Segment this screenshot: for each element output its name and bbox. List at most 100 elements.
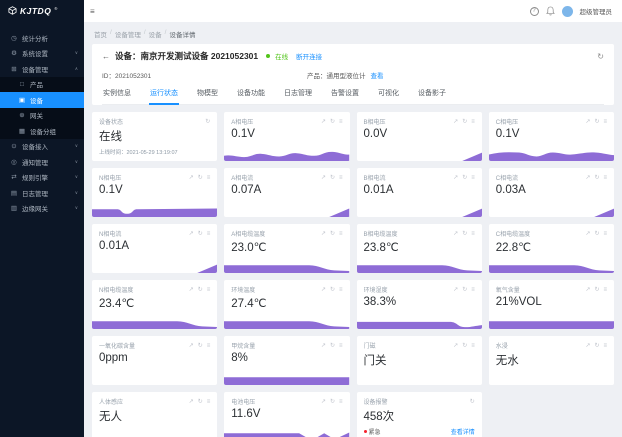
disconnect-link[interactable]: 断开连接 [296, 54, 323, 61]
line-chart-icon[interactable]: ↗ [453, 286, 459, 293]
tab-设备影子[interactable]: 设备影子 [418, 90, 446, 97]
avatar[interactable] [561, 5, 573, 17]
refresh-icon[interactable]: ↻ [462, 286, 468, 293]
more-icon[interactable]: ≡ [206, 286, 211, 293]
refresh-icon[interactable]: ↻ [594, 174, 600, 181]
refresh-icon[interactable]: ↻ [594, 286, 600, 293]
metric-card-device-alarm: 设备报警 ↻ 458次 紧急 查看详情 [356, 392, 482, 437]
breadcrumb-item[interactable]: 设备详情 [169, 32, 196, 39]
more-icon[interactable]: ≡ [603, 342, 607, 349]
refresh-icon[interactable]: ↻ [197, 342, 203, 349]
more-icon[interactable]: ≡ [471, 342, 475, 349]
sidebar-item-stats[interactable]: ◷ 统计分析 [0, 30, 84, 46]
line-chart-icon[interactable]: ↗ [585, 286, 591, 293]
tab-可视化[interactable]: 可视化 [378, 90, 399, 97]
tab-实例信息[interactable]: 实例信息 [103, 90, 131, 97]
more-icon[interactable]: ≡ [206, 342, 211, 349]
sidebar-item-device-access[interactable]: ⊙ 设备接入 ∨ [0, 139, 84, 155]
line-chart-icon[interactable]: ↗ [320, 286, 326, 293]
line-chart-icon[interactable]: ↗ [188, 342, 194, 349]
refresh-icon[interactable]: ↻ [329, 286, 335, 293]
line-chart-icon[interactable]: ↗ [188, 174, 194, 181]
help-icon[interactable]: ? [529, 6, 539, 16]
more-icon[interactable]: ≡ [338, 118, 343, 125]
line-chart-icon[interactable]: ↗ [585, 118, 591, 125]
back-icon[interactable]: ← [102, 51, 110, 61]
refresh-icon[interactable]: ↻ [197, 286, 203, 293]
refresh-icon[interactable]: ↻ [329, 230, 335, 237]
line-chart-icon[interactable]: ↗ [585, 342, 591, 349]
sidebar-item-notification[interactable]: ◎ 通知管理 ∨ [0, 154, 84, 170]
line-chart-icon[interactable]: ↗ [188, 286, 194, 293]
refresh-icon[interactable]: ↻ [205, 118, 211, 125]
sidebar-item-device-group[interactable]: ▦ 设备分组 [0, 123, 84, 139]
refresh-icon[interactable]: ↻ [197, 230, 203, 237]
refresh-icon[interactable]: ↻ [197, 398, 203, 405]
more-icon[interactable]: ≡ [603, 174, 607, 181]
more-icon[interactable]: ≡ [471, 286, 475, 293]
line-chart-icon[interactable]: ↗ [453, 342, 459, 349]
sidebar-item-device[interactable]: ▣ 设备 [0, 92, 84, 108]
line-chart-icon[interactable]: ↗ [320, 342, 326, 349]
line-chart-icon[interactable]: ↗ [585, 230, 591, 237]
tab-物模型[interactable]: 物模型 [197, 90, 218, 97]
line-chart-icon[interactable]: ↗ [320, 174, 326, 181]
line-chart-icon[interactable]: ↗ [320, 398, 326, 405]
line-chart-icon[interactable]: ↗ [453, 118, 459, 125]
tab-告警设置[interactable]: 告警设置 [331, 90, 359, 97]
more-icon[interactable]: ≡ [338, 342, 343, 349]
sidebar-item-log-management[interactable]: ▤ 日志管理 ∨ [0, 185, 84, 201]
more-icon[interactable]: ≡ [471, 174, 475, 181]
more-icon[interactable]: ≡ [338, 174, 343, 181]
bell-icon[interactable] [545, 6, 555, 16]
refresh-icon[interactable]: ↻ [329, 398, 335, 405]
breadcrumb-item[interactable]: 设备 [148, 32, 162, 39]
refresh-icon[interactable]: ↻ [462, 118, 468, 125]
alarm-detail-link[interactable]: 查看详情 [450, 430, 475, 436]
menu-fold-icon[interactable]: ≡ [90, 6, 95, 16]
more-icon[interactable]: ≡ [338, 398, 343, 405]
sidebar-item-gateway[interactable]: ⊕ 网关 [0, 108, 84, 124]
more-icon[interactable]: ≡ [338, 286, 343, 293]
more-icon[interactable]: ≡ [206, 230, 211, 237]
line-chart-icon[interactable]: ↗ [188, 230, 194, 237]
refresh-icon[interactable]: ↻ [594, 342, 600, 349]
refresh-icon[interactable]: ↻ [329, 342, 335, 349]
tab-日志管理[interactable]: 日志管理 [284, 90, 312, 97]
line-chart-icon[interactable]: ↗ [320, 118, 326, 125]
sidebar-item-rule-engine[interactable]: ⇄ 规则引擎 ∨ [0, 170, 84, 186]
breadcrumb-item[interactable]: 首页 [94, 32, 107, 39]
refresh-icon[interactable]: ↻ [462, 342, 468, 349]
line-chart-icon[interactable]: ↗ [453, 230, 459, 237]
line-chart-icon[interactable]: ↗ [320, 230, 326, 237]
refresh-icon[interactable]: ↻ [329, 174, 335, 181]
sidebar-item-edge-gateway[interactable]: ▥ 边缘网关 ∨ [0, 201, 84, 217]
more-icon[interactable]: ≡ [206, 398, 211, 405]
user-name[interactable]: 超级管理员 [579, 9, 613, 16]
line-chart-icon[interactable]: ↗ [188, 398, 194, 405]
refresh-icon[interactable]: ↻ [594, 230, 600, 237]
tab-运行状态[interactable]: 运行状态 [149, 88, 179, 105]
sidebar-item-product[interactable]: □ 产品 [0, 77, 84, 93]
more-icon[interactable]: ≡ [338, 230, 343, 237]
more-icon[interactable]: ≡ [206, 174, 211, 181]
refresh-icon[interactable]: ↻ [462, 230, 468, 237]
product-view-link[interactable]: 查看 [370, 73, 384, 80]
refresh-icon[interactable]: ↻ [462, 174, 468, 181]
breadcrumb-item[interactable]: 设备管理 [114, 32, 141, 39]
more-icon[interactable]: ≡ [603, 118, 607, 125]
more-icon[interactable]: ≡ [471, 118, 475, 125]
tab-设备功能[interactable]: 设备功能 [237, 90, 265, 97]
sidebar-item-system-settings[interactable]: ⚙ 系统设置 ∨ [0, 46, 84, 62]
refresh-icon[interactable]: ↻ [197, 174, 203, 181]
sidebar-item-device-management[interactable]: ⊞ 设备管理 ∧ [0, 61, 84, 77]
more-icon[interactable]: ≡ [603, 230, 607, 237]
line-chart-icon[interactable]: ↗ [585, 174, 591, 181]
refresh-icon[interactable]: ↻ [469, 398, 475, 405]
more-icon[interactable]: ≡ [603, 286, 607, 293]
refresh-icon[interactable]: ↻ [594, 118, 600, 125]
panel-refresh-icon[interactable]: ↻ [597, 51, 604, 61]
more-icon[interactable]: ≡ [471, 230, 475, 237]
refresh-icon[interactable]: ↻ [329, 118, 335, 125]
line-chart-icon[interactable]: ↗ [453, 174, 459, 181]
